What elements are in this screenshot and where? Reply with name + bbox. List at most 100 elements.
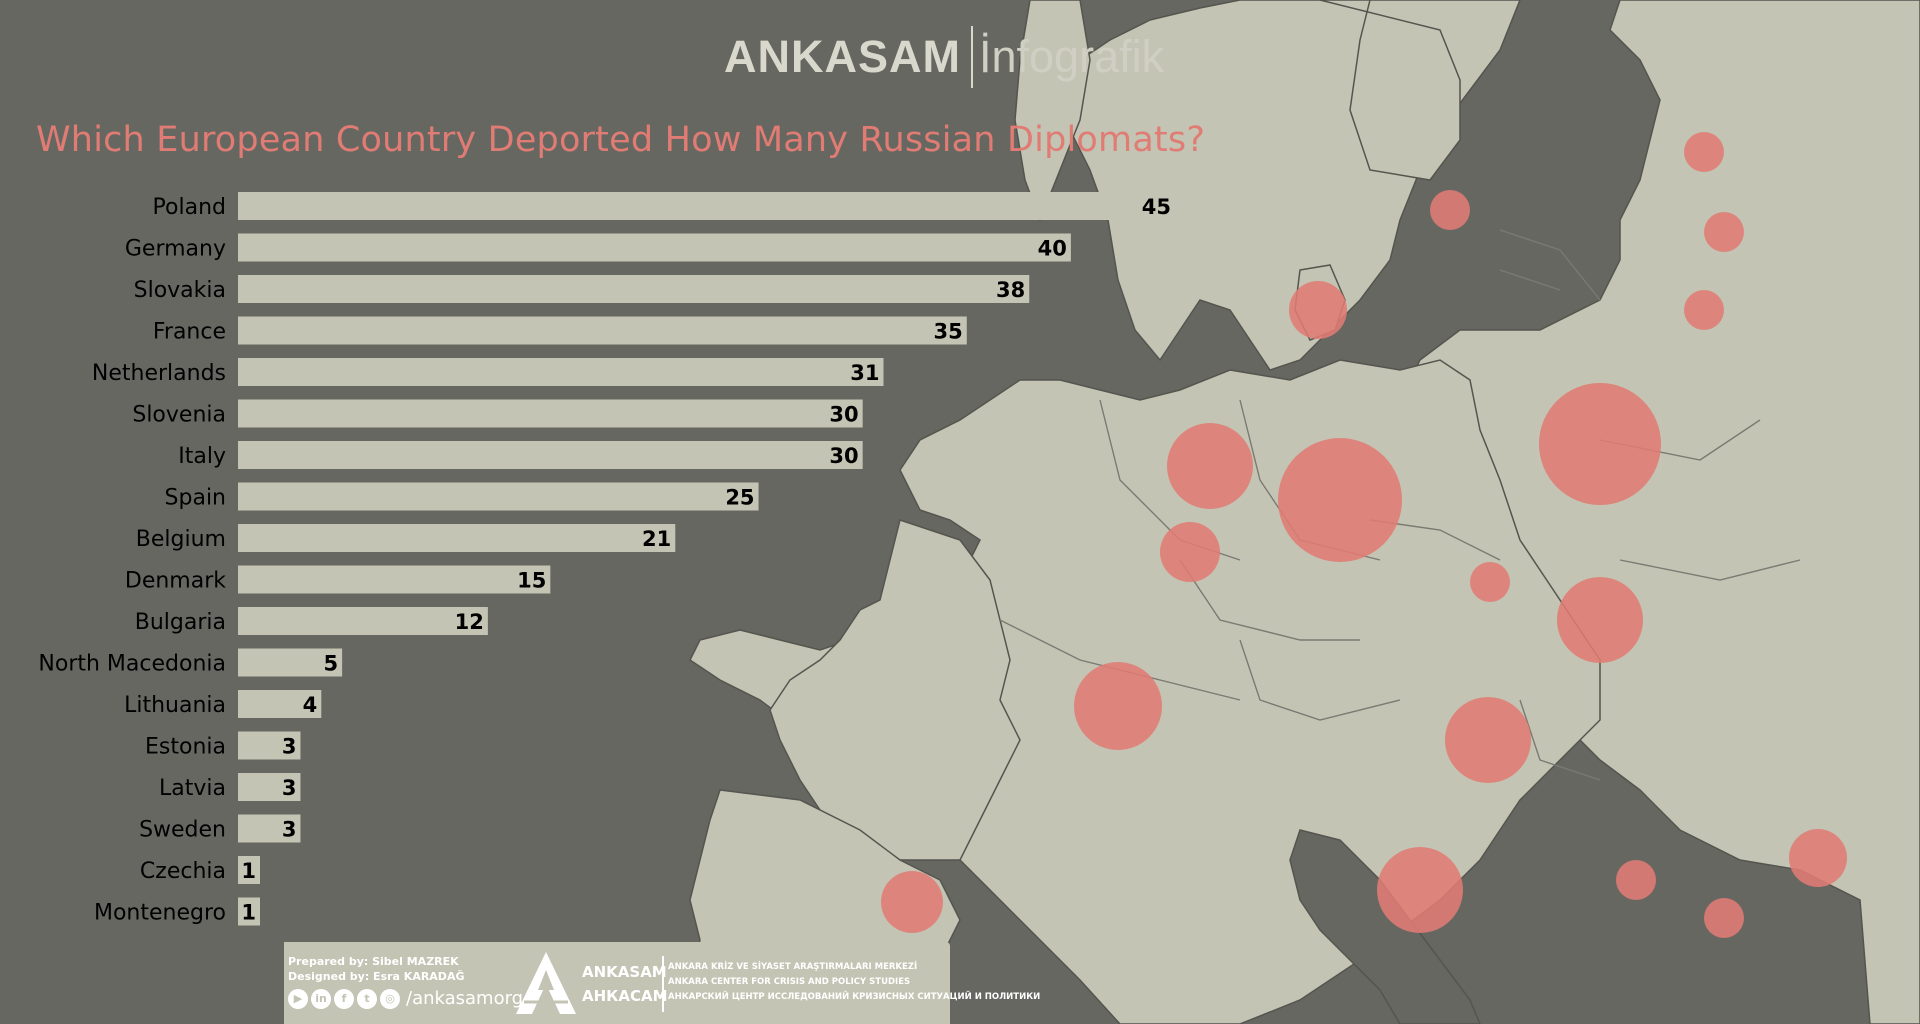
data-label: 1 — [241, 901, 256, 925]
youtube-icon[interactable]: ▶ — [288, 988, 308, 1009]
map-bubble-sweden — [1430, 190, 1470, 230]
bar — [238, 275, 1030, 303]
category-label: France — [153, 320, 226, 345]
map-bubble-germany — [1278, 438, 1402, 562]
data-label: 12 — [455, 610, 484, 634]
map-bubble-czechia — [1470, 562, 1510, 602]
data-label: 1 — [241, 859, 256, 883]
category-label: Spain — [165, 486, 226, 511]
bar — [238, 441, 863, 469]
map-bubble-lithuania — [1684, 290, 1724, 330]
bar — [238, 897, 260, 926]
bar — [238, 607, 488, 635]
category-label: Germany — [125, 237, 226, 262]
category-label: Estonia — [145, 735, 226, 760]
map-bubbles — [881, 132, 1847, 938]
org-name-cyrillic: АНКАСАМ — [582, 987, 668, 1005]
map-bubble-france — [1074, 662, 1162, 750]
brand-name: ANKASAM — [724, 31, 961, 82]
footer-credits: Prepared by: Sibel MAZREK Designed by: E… — [284, 942, 1040, 1024]
category-label: Slovenia — [132, 403, 226, 428]
bar — [238, 648, 343, 677]
data-label: 31 — [850, 361, 879, 385]
data-label: 25 — [725, 486, 754, 510]
bar — [238, 773, 301, 801]
bar — [238, 524, 676, 552]
brand-divider — [971, 26, 973, 88]
map-bubble-bulgaria — [1789, 829, 1847, 887]
designed-by: Designed by: Esra KARADAĞ — [288, 970, 465, 983]
bar — [238, 399, 863, 428]
map-bubble-belgium — [1160, 522, 1220, 582]
social-handle[interactable]: /ankasamorg — [406, 988, 524, 1009]
data-label: 4 — [303, 693, 318, 717]
facebook-icon[interactable]: f — [334, 988, 354, 1009]
category-label: Latvia — [159, 776, 226, 801]
category-label: Poland — [153, 195, 226, 220]
category-label: Sweden — [139, 818, 226, 843]
social-links: ▶ in f t ◎ /ankasamorg — [288, 988, 523, 1009]
data-label: 3 — [282, 818, 297, 842]
ankasam-logo-icon — [516, 952, 576, 1014]
bar — [238, 482, 759, 511]
chart-title: Which European Country Deported How Many… — [36, 120, 1206, 160]
org-line-russian: АНКАРСКИЙ ЦЕНТР ИССЛЕДОВАНИЙ КРИЗИСНЫХ С… — [668, 992, 1041, 1002]
credits: Prepared by: Sibel MAZREK Designed by: E… — [288, 954, 464, 984]
bar — [238, 690, 322, 718]
bar — [238, 192, 1175, 220]
data-label: 45 — [1142, 195, 1171, 219]
map-bubble-latvia — [1704, 212, 1744, 252]
map-scandinavia-north — [1319, 0, 1461, 181]
bar — [238, 565, 551, 594]
map-bubble-slovenia — [1445, 697, 1531, 783]
map-bubble-denmark — [1289, 281, 1347, 339]
category-label: Slovakia — [134, 278, 226, 303]
brand-header: ANKASAM İnfografik — [724, 22, 1164, 92]
bar — [238, 358, 884, 386]
data-label: 35 — [934, 320, 963, 344]
bar — [238, 316, 967, 345]
org-names: ANKASAM АНКАСАМ — [582, 960, 668, 1008]
data-label: 15 — [517, 569, 546, 593]
org-name-latin: ANKASAM — [582, 963, 667, 981]
category-label: North Macedonia — [38, 652, 226, 677]
data-label: 3 — [282, 735, 297, 759]
data-label: 21 — [642, 527, 671, 551]
data-label: 38 — [996, 278, 1025, 302]
brand-subtitle: İnfografik — [979, 31, 1165, 82]
map-bubble-poland — [1539, 383, 1661, 505]
category-label: Italy — [178, 444, 226, 469]
category-label: Denmark — [125, 569, 226, 594]
bar — [238, 814, 301, 843]
data-label: 3 — [282, 776, 297, 800]
category-label: Netherlands — [92, 361, 226, 386]
linkedin-icon[interactable]: in — [311, 988, 331, 1009]
category-label: Lithuania — [124, 693, 226, 718]
map-bubble-slovakia — [1557, 577, 1643, 663]
category-label: Czechia — [140, 859, 226, 884]
category-label: Belgium — [136, 527, 226, 552]
map-bubble-montenegro — [1616, 860, 1656, 900]
twitter-icon[interactable]: t — [357, 988, 377, 1009]
org-descriptions: ANKARA KRİZ VE SİYASET ARAŞTIRMALARI MER… — [668, 960, 1040, 1005]
map-bubble-netherlands — [1167, 423, 1253, 509]
map-bubble-estonia — [1684, 132, 1724, 172]
org-line-turkish: ANKARA KRİZ VE SİYASET ARAŞTIRMALARI MER… — [668, 962, 918, 972]
map-bubble-north-macedonia — [1704, 898, 1744, 938]
data-label: 30 — [829, 444, 858, 468]
instagram-icon[interactable]: ◎ — [380, 988, 400, 1009]
prepared-by: Prepared by: Sibel MAZREK — [288, 955, 459, 968]
category-label: Montenegro — [94, 901, 226, 926]
data-label: 30 — [829, 403, 858, 427]
data-label: 5 — [323, 652, 338, 676]
org-divider — [662, 956, 664, 1012]
bar — [238, 731, 301, 760]
map-bubble-italy — [1377, 847, 1463, 933]
org-line-english: ANKARA CENTER FOR CRISIS AND POLICY STUD… — [668, 977, 911, 987]
bar — [238, 856, 260, 884]
data-label: 40 — [1038, 237, 1067, 261]
map-bubble-spain — [881, 871, 943, 933]
bar — [238, 233, 1071, 262]
